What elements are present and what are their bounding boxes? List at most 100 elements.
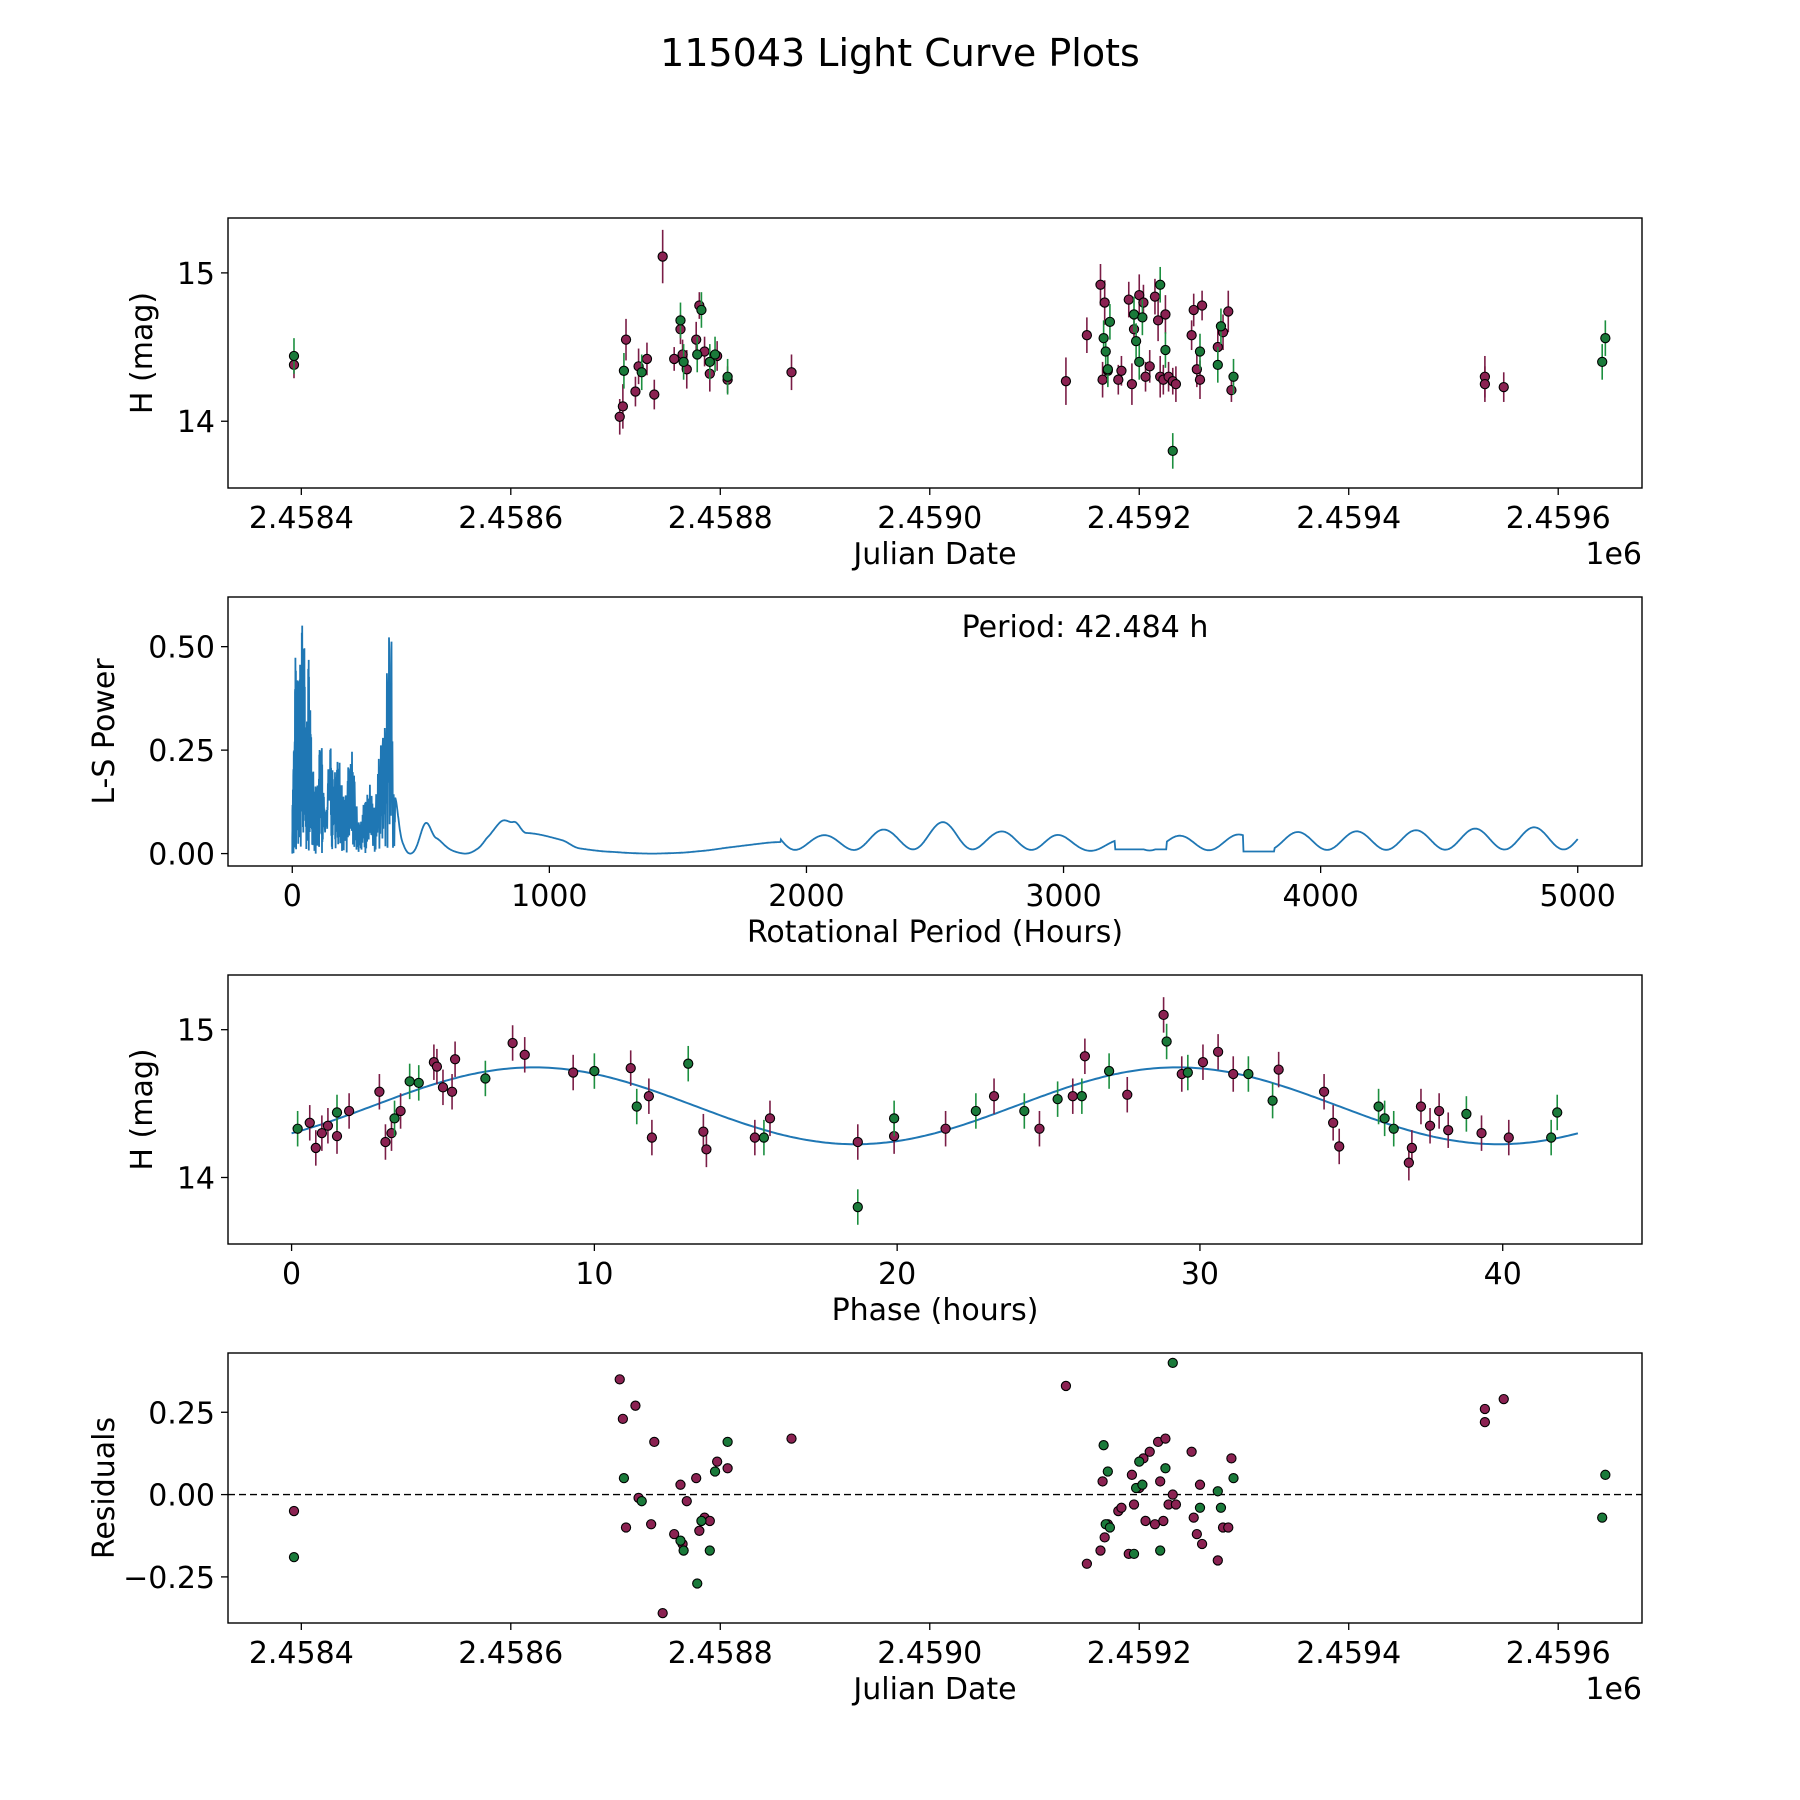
data-point-maroon [1403, 1157, 1415, 1168]
data-point-maroon [380, 1136, 391, 1148]
data-point-maroon [641, 353, 653, 365]
data-point-maroon [1060, 1380, 1072, 1392]
data-point-maroon [1194, 374, 1206, 385]
data-point-green [1161, 1036, 1172, 1047]
data-point-maroon [310, 1142, 321, 1154]
data-point-maroon [316, 1127, 328, 1139]
data-point-maroon [657, 251, 668, 262]
data-point-green [1597, 1512, 1608, 1523]
y-tick-label: −0.25 [123, 1561, 215, 1596]
data-point-maroon [698, 1126, 709, 1137]
x-tick-label: 2.4590 [877, 501, 982, 536]
data-point-green [692, 349, 703, 360]
data-point-maroon [1476, 1127, 1487, 1139]
data-point-green [1194, 346, 1206, 357]
data-point-maroon [617, 401, 629, 412]
data-point-green [1379, 1113, 1390, 1124]
data-point-maroon [1097, 374, 1108, 385]
data-point-maroon [646, 1132, 658, 1143]
data-point-green [1546, 1132, 1557, 1143]
data-point-maroon [630, 386, 641, 397]
data-point-maroon [786, 367, 797, 378]
data-point-green [1388, 1123, 1399, 1134]
data-point-maroon [1170, 379, 1182, 390]
data-point-maroon [649, 389, 660, 400]
x-tick-label: 2.4590 [877, 1636, 982, 1671]
data-point-maroon [625, 1062, 636, 1074]
data-point-green [631, 1101, 642, 1112]
data-point-green [709, 1466, 721, 1477]
data-point-green [1128, 1548, 1140, 1560]
data-point-maroon [1167, 1489, 1178, 1500]
data-point-maroon [669, 1528, 680, 1540]
data-point-green [1552, 1107, 1563, 1118]
data-point-green [1137, 312, 1148, 323]
y-axis-label: Residuals [87, 1417, 122, 1559]
x-tick-label: 2.4596 [1506, 501, 1611, 536]
data-point-maroon [1196, 300, 1208, 311]
data-point-maroon [1067, 1091, 1078, 1102]
data-point-maroon [1498, 381, 1509, 393]
x-axis-label: Julian Date [851, 1672, 1016, 1707]
y-tick-label: 0.25 [148, 734, 215, 769]
data-point-green [1228, 371, 1239, 382]
data-point-green [852, 1201, 863, 1213]
data-point-green [1167, 445, 1178, 457]
data-point-maroon [614, 1374, 625, 1385]
data-point-maroon [1149, 291, 1161, 302]
data-point-maroon [1186, 330, 1197, 341]
x-tick-label: 2.4584 [249, 1636, 354, 1671]
data-point-maroon [568, 1067, 579, 1078]
period-annotation: Period: 42.484 h [962, 610, 1209, 645]
data-point-green [1461, 1108, 1472, 1120]
data-point-maroon [722, 1463, 733, 1474]
data-point-maroon [1424, 1120, 1436, 1131]
data-point-green [1597, 356, 1608, 368]
data-point-green [389, 1113, 400, 1124]
data-point-maroon [1155, 1476, 1166, 1487]
data-point-green [696, 1515, 707, 1527]
panel-residuals: 2.4584 2.4586 2.4588 2.4590 2.4592 2.4594 2.45… [87, 1352, 1643, 1707]
data-point-green [1215, 1502, 1227, 1513]
y-axis-label: H (mag) [125, 1048, 160, 1170]
data-point-green [1130, 335, 1142, 347]
data-point-green [696, 304, 707, 316]
data-point-green [722, 1436, 733, 1448]
data-point-green [1194, 1502, 1206, 1513]
data-point-maroon [1443, 1125, 1454, 1136]
data-point-green [404, 1076, 415, 1087]
data-point-maroon [657, 1607, 668, 1619]
data-point-green [1128, 309, 1140, 320]
y-tick-label: 0.00 [148, 1479, 215, 1514]
data-point-green [1160, 1463, 1171, 1474]
data-point-maroon [1498, 1393, 1509, 1405]
x-tick-label: 2.4586 [458, 501, 563, 536]
data-point-green [1019, 1105, 1030, 1117]
data-point-green [1134, 356, 1145, 368]
data-point-maroon [1158, 1515, 1169, 1527]
data-point-maroon [1149, 1519, 1161, 1530]
data-point-green [683, 1058, 694, 1069]
data-point-maroon [395, 1105, 406, 1117]
data-point-maroon [1079, 1051, 1091, 1062]
data-point-green [1600, 333, 1611, 344]
data-point-maroon [691, 1472, 702, 1484]
y-tick-label: 14 [177, 405, 215, 440]
data-point-maroon [1097, 1476, 1108, 1487]
data-point-green [1212, 359, 1223, 371]
data-point-maroon [1138, 297, 1149, 308]
data-point-green [636, 1496, 647, 1507]
data-point-green [288, 1551, 300, 1563]
data-point-green [1102, 1466, 1113, 1477]
data-point-maroon [1034, 1123, 1045, 1134]
data-point-green [1100, 346, 1111, 357]
data-point-maroon [620, 334, 632, 345]
data-point-green [480, 1073, 491, 1084]
data-point-maroon [331, 1130, 343, 1142]
data-point-green [1228, 1472, 1239, 1484]
data-point-maroon [1116, 365, 1127, 376]
data-point-maroon [1197, 1057, 1209, 1068]
x-tick-label: 40 [1484, 1257, 1522, 1292]
x-tick-label: 30 [1181, 1257, 1219, 1292]
x-tick-label: 2.4592 [1087, 1636, 1192, 1671]
